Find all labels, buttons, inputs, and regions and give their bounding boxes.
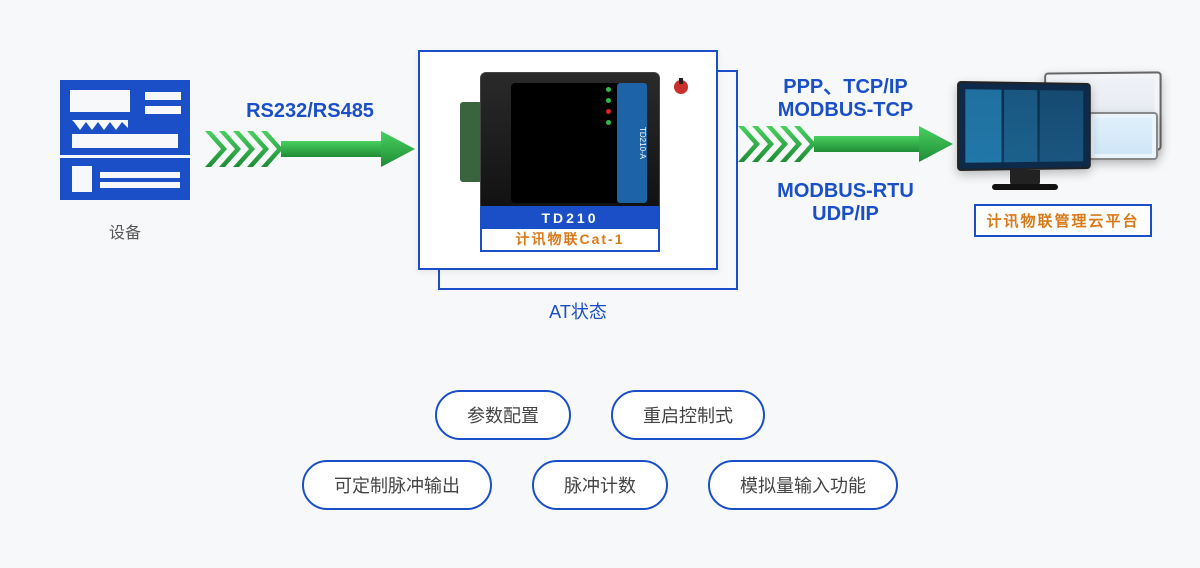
monitor-back-2: [1088, 112, 1158, 160]
feature-pill: 可定制脉冲输出: [302, 460, 492, 510]
device-panel-line-2: 工作处 +5V~35VE: [517, 159, 630, 197]
monitors-icon: [958, 72, 1168, 192]
arrow1-svg: [205, 129, 415, 169]
arrow2-bottom-labels: MODBUS-RTU UDP/IP: [738, 180, 953, 226]
arrow2-top-labels: PPP、TCP/IP MODBUS-TCP: [778, 76, 914, 122]
feature-pill: 模拟量输入功能: [708, 460, 898, 510]
diagram-canvas: 设备 RS232/RS485: [0, 0, 1200, 568]
feature-pill: 参数配置: [435, 390, 571, 440]
arrow-device-to-cloud: PPP、TCP/IP MODBUS-TCP: [738, 80, 953, 164]
device-leds: [606, 87, 611, 125]
cloud-tag: 计讯物联管理云平台: [974, 204, 1151, 237]
arrow1-label-b: RS485: [313, 100, 374, 122]
arrow2-bottom-line-1: UDP/IP: [738, 203, 953, 226]
feature-row-1: 参数配置 重启控制式: [435, 390, 765, 440]
led-online: [606, 87, 611, 92]
device-brand-strip: TD210-A: [617, 83, 647, 203]
arrow-equipment-to-device: RS232/RS485: [205, 100, 415, 169]
device-panel-line-1: TCP/PCS DTU: [517, 127, 630, 159]
equipment-label: 设备: [60, 219, 190, 243]
device-frame-front: Operating Voltage TCP/PCS DTU 工作处 +5V~35…: [418, 50, 718, 270]
arrow2-top-line-1: MODBUS-TCP: [778, 99, 914, 122]
device-body: Operating Voltage TCP/PCS DTU 工作处 +5V~35…: [480, 72, 660, 212]
equipment-block: 设备: [60, 80, 190, 243]
cloud-block: 计讯物联管理云平台: [958, 72, 1168, 237]
device-model: TD210: [482, 208, 658, 229]
feature-row-2: 可定制脉冲输出 脉冲计数 模拟量输入功能: [302, 460, 898, 510]
arrow2-bottom-line-0: MODBUS-RTU: [738, 180, 953, 203]
monitor-foot: [992, 184, 1058, 190]
device-subtitle: 计讯物联Cat-1: [482, 229, 658, 250]
led-act: [606, 98, 611, 103]
feature-pill: 重启控制式: [611, 390, 765, 440]
device-tag: TD210 计讯物联Cat-1: [480, 206, 660, 252]
antenna-icon: [672, 78, 690, 96]
device-frame: Operating Voltage TCP/PCS DTU 工作处 +5V~35…: [418, 50, 738, 290]
monitor-front: [957, 81, 1091, 171]
feature-pills: 参数配置 重启控制式 可定制脉冲输出 脉冲计数 模拟量输入功能: [0, 390, 1200, 510]
at-state-label: AT状态: [418, 298, 738, 324]
device-port-icon: [460, 102, 482, 182]
led-power: [606, 109, 611, 114]
arrow2-svg: [738, 124, 953, 164]
device-panel-line-0: Operating Voltage: [517, 89, 630, 127]
device-illustration: Operating Voltage TCP/PCS DTU 工作处 +5V~35…: [460, 72, 680, 212]
equipment-icon: [60, 80, 190, 200]
arrow1-labels: RS232/RS485: [246, 100, 374, 123]
arrow1-label-a: RS232: [246, 100, 307, 122]
feature-pill: 脉冲计数: [532, 460, 668, 510]
led-system: [606, 120, 611, 125]
arrow2-top-line-0: PPP、TCP/IP: [778, 76, 914, 99]
